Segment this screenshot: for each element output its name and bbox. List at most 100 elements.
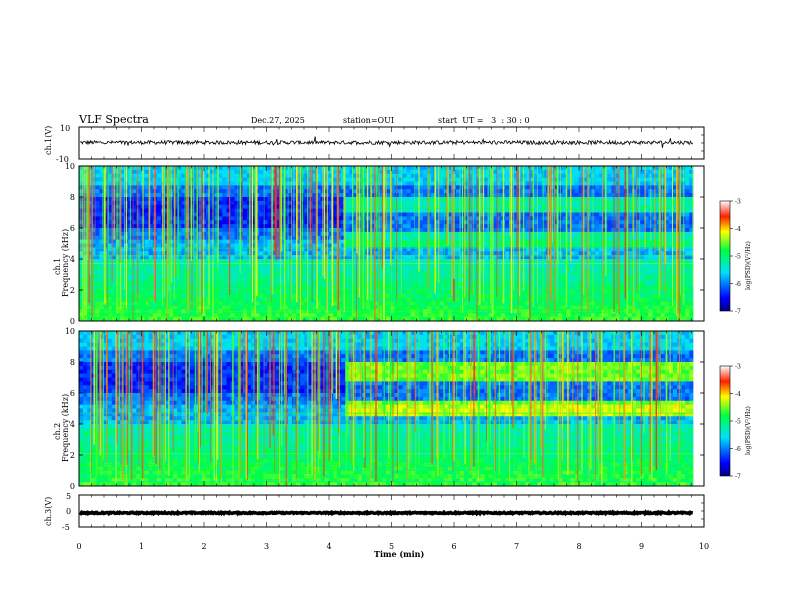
spectrogram-cell — [283, 255, 289, 260]
spectrogram-cell — [287, 313, 293, 318]
spectrogram-cell — [349, 282, 354, 287]
spectrogram-cell — [365, 305, 371, 310]
spectrogram-cell — [234, 262, 240, 268]
spectrogram-cell — [136, 305, 141, 310]
spectrogram-cell — [472, 216, 477, 221]
spectrogram-cell — [443, 305, 448, 310]
spectrogram-cell — [99, 200, 104, 206]
spectrogram-cell — [455, 305, 461, 310]
spectrogram-cell — [513, 189, 518, 194]
spectrogram-cell — [173, 274, 178, 279]
spectrogram-cell — [140, 270, 145, 275]
spectrogram-cell — [521, 313, 526, 318]
spectrogram-cell — [435, 166, 440, 171]
spectrogram-cell — [210, 181, 215, 186]
spectrogram-cell — [226, 247, 231, 252]
spectrogram-cell — [554, 313, 559, 318]
spectrogram-cell — [263, 297, 268, 302]
spectrogram-cell — [251, 173, 256, 178]
spectrogram-cell — [398, 200, 403, 206]
spectrogram-cell — [402, 274, 407, 279]
spectrogram-cell — [287, 181, 293, 186]
spectrogram-cell — [386, 255, 391, 260]
spectrogram-cell — [480, 282, 485, 287]
spectrogram-cell — [91, 235, 96, 240]
spectrogram-cell — [480, 200, 485, 206]
spectrogram-cell — [525, 239, 530, 244]
spectrogram-cell — [234, 255, 240, 260]
spectrogram-cell — [275, 247, 280, 252]
spectrogram-cell — [234, 270, 240, 275]
spectrogram-cell — [484, 235, 489, 240]
spectrogram-cell — [222, 305, 227, 310]
spectrogram-cell — [464, 224, 469, 229]
spectrogram-cell — [95, 216, 100, 221]
spectrogram-cell — [246, 208, 252, 213]
spectrogram-cell — [246, 181, 252, 186]
spectrogram-cell — [414, 293, 420, 299]
spectrogram-cell — [431, 216, 436, 221]
spectrogram-cell — [378, 301, 383, 306]
spectrogram-cell — [455, 166, 461, 171]
spectrogram-cell — [541, 247, 547, 252]
spectrogram-cell — [115, 235, 121, 240]
spectrogram-cell — [390, 274, 395, 279]
spectrogram-cell — [378, 270, 383, 275]
spectrogram-cell — [99, 270, 104, 275]
spectrogram-cell — [373, 185, 379, 190]
spectrogram-cell — [156, 224, 162, 229]
spectrogram-cell — [513, 208, 518, 213]
spectrogram-cell — [283, 239, 289, 244]
spectrogram-cell — [160, 305, 166, 310]
spectrogram-cell — [533, 270, 539, 275]
spectrogram-cell — [99, 220, 104, 225]
spectrogram-cell — [537, 255, 543, 260]
spectrogram-cell — [107, 297, 113, 302]
spectrogram-cell — [91, 212, 96, 217]
spectrogram-cell — [222, 274, 227, 279]
spectrogram-cell — [169, 317, 174, 322]
spectrogram-cell — [550, 208, 555, 213]
spectrogram-cell — [169, 200, 174, 206]
spectrogram-cell — [550, 220, 555, 225]
spectrogram-cell — [144, 166, 149, 171]
spectrogram-cell — [246, 274, 252, 279]
spectrogram-cell — [476, 251, 481, 256]
spectrogram-cell — [541, 181, 547, 186]
spectrogram-cell — [533, 231, 539, 237]
spectrogram-cell — [263, 239, 268, 244]
spectrogram-cell — [226, 197, 231, 202]
spectrogram-cell — [226, 204, 231, 209]
spectrogram-cell — [234, 317, 240, 322]
spectrogram-cell — [263, 282, 268, 287]
spectrogram-cell — [119, 204, 125, 209]
spectrogram-cell — [480, 224, 485, 229]
spectrogram-cell — [472, 270, 477, 275]
spectrogram-cell — [398, 301, 403, 306]
spectrogram-cell — [435, 274, 440, 279]
spectrogram-cell — [181, 193, 186, 198]
spectrogram-cell — [210, 208, 215, 213]
spectrogram-cell — [263, 293, 268, 299]
spectrogram-cell — [459, 317, 465, 322]
spectrogram-cell — [504, 282, 510, 287]
spectrogram-cell — [287, 185, 293, 190]
spectrogram-cell — [390, 177, 395, 182]
spectrogram-cell — [132, 181, 137, 186]
spectrogram-cell — [136, 293, 141, 299]
spectrogram-cell — [230, 181, 235, 186]
spectrogram-cell — [230, 317, 235, 322]
spectrogram-cell — [148, 224, 154, 229]
spectrogram-cell — [144, 243, 149, 248]
spectrogram-cell — [529, 189, 534, 194]
spectrogram-cell — [267, 231, 272, 237]
spectrogram-cell — [99, 193, 104, 198]
spectrogram-cell — [431, 220, 436, 225]
spectrogram-cell — [111, 270, 117, 275]
spectrogram-cell — [423, 293, 428, 299]
spectrogram-cell — [337, 166, 342, 171]
spectrogram-cell — [468, 224, 473, 229]
spectrogram-cell — [107, 208, 113, 213]
spectrogram-cell — [251, 266, 256, 271]
spectrogram-cell — [345, 204, 350, 209]
